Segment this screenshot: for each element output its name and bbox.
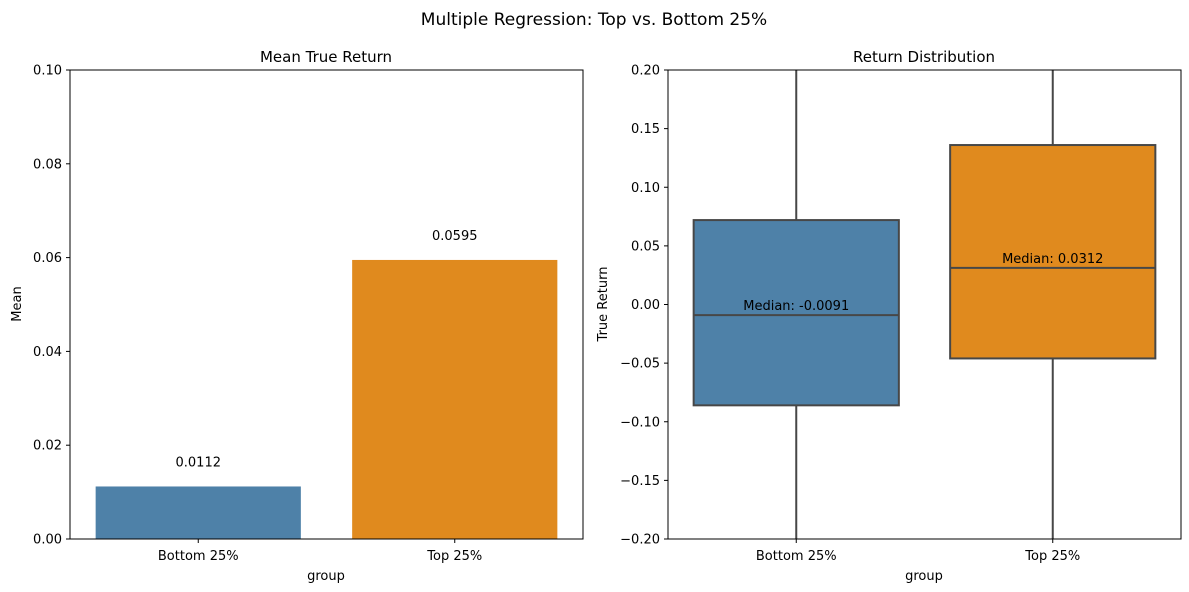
bar-chart-x-axis: Bottom 25% Top 25% [158, 539, 482, 564]
box-plot-y-axis: −0.20 −0.15 −0.10 −0.05 0.00 0.05 0.10 0.15 0.20 [620, 64, 668, 548]
bar-chart-marks: 0.0112 0.0595 [95, 229, 558, 539]
x-tick-label: Top 25% [1024, 549, 1080, 564]
box-plot-x-axis: Bottom 25% Top 25% [756, 539, 1080, 564]
box-plot-marks: Median: -0.0091 Median: 0.0312 [692, 70, 1157, 539]
bar-chart-xlabel: group [307, 569, 345, 584]
bar-value-label: 0.0595 [432, 229, 478, 244]
y-tick-label: 0.10 [33, 64, 62, 79]
y-tick-label: −0.10 [620, 415, 660, 430]
y-tick-label: 0.00 [33, 533, 62, 548]
y-tick-label: 0.15 [631, 122, 660, 137]
x-tick-label: Bottom 25% [158, 549, 239, 564]
y-tick-label: 0.04 [33, 345, 62, 360]
median-label: Median: -0.0091 [743, 299, 849, 314]
y-tick-label: −0.15 [620, 474, 660, 489]
box-plot-frame [667, 69, 1182, 540]
box-plot-ylabel: True Return [596, 267, 611, 343]
y-tick-label: 0.10 [631, 181, 660, 196]
y-tick-label: 0.00 [631, 298, 660, 313]
x-tick-label: Bottom 25% [756, 549, 837, 564]
bar-chart-title: Mean True Return [260, 48, 392, 66]
y-tick-label: 0.05 [631, 239, 660, 254]
bar-chart-y-axis: 0.00 0.02 0.04 0.06 0.08 0.10 [33, 64, 70, 548]
y-tick-label: 0.06 [33, 251, 62, 266]
bar-chart-ylabel: Mean [10, 286, 25, 321]
x-tick-label: Top 25% [426, 549, 482, 564]
bar-value-label: 0.0112 [176, 455, 222, 470]
y-tick-label: −0.20 [620, 533, 660, 548]
median-label: Median: 0.0312 [1002, 252, 1103, 267]
y-tick-label: 0.08 [33, 157, 62, 172]
y-tick-label: 0.20 [631, 64, 660, 79]
box-top-25 [949, 144, 1157, 360]
bar-chart-frame [69, 69, 584, 540]
bar-bottom-25 [95, 486, 301, 539]
box-plot-xlabel: group [905, 569, 943, 584]
figure-title: Multiple Regression: Top vs. Bottom 25% [421, 10, 767, 30]
bar-top-25 [352, 259, 558, 539]
box-plot-panel: Return Distribution Median: -0.0091Media… [596, 48, 1182, 584]
y-tick-label: −0.05 [620, 357, 660, 372]
box-bottom-25 [692, 219, 900, 407]
box-plot-title: Return Distribution [853, 48, 995, 66]
y-tick-label: 0.02 [33, 439, 62, 454]
